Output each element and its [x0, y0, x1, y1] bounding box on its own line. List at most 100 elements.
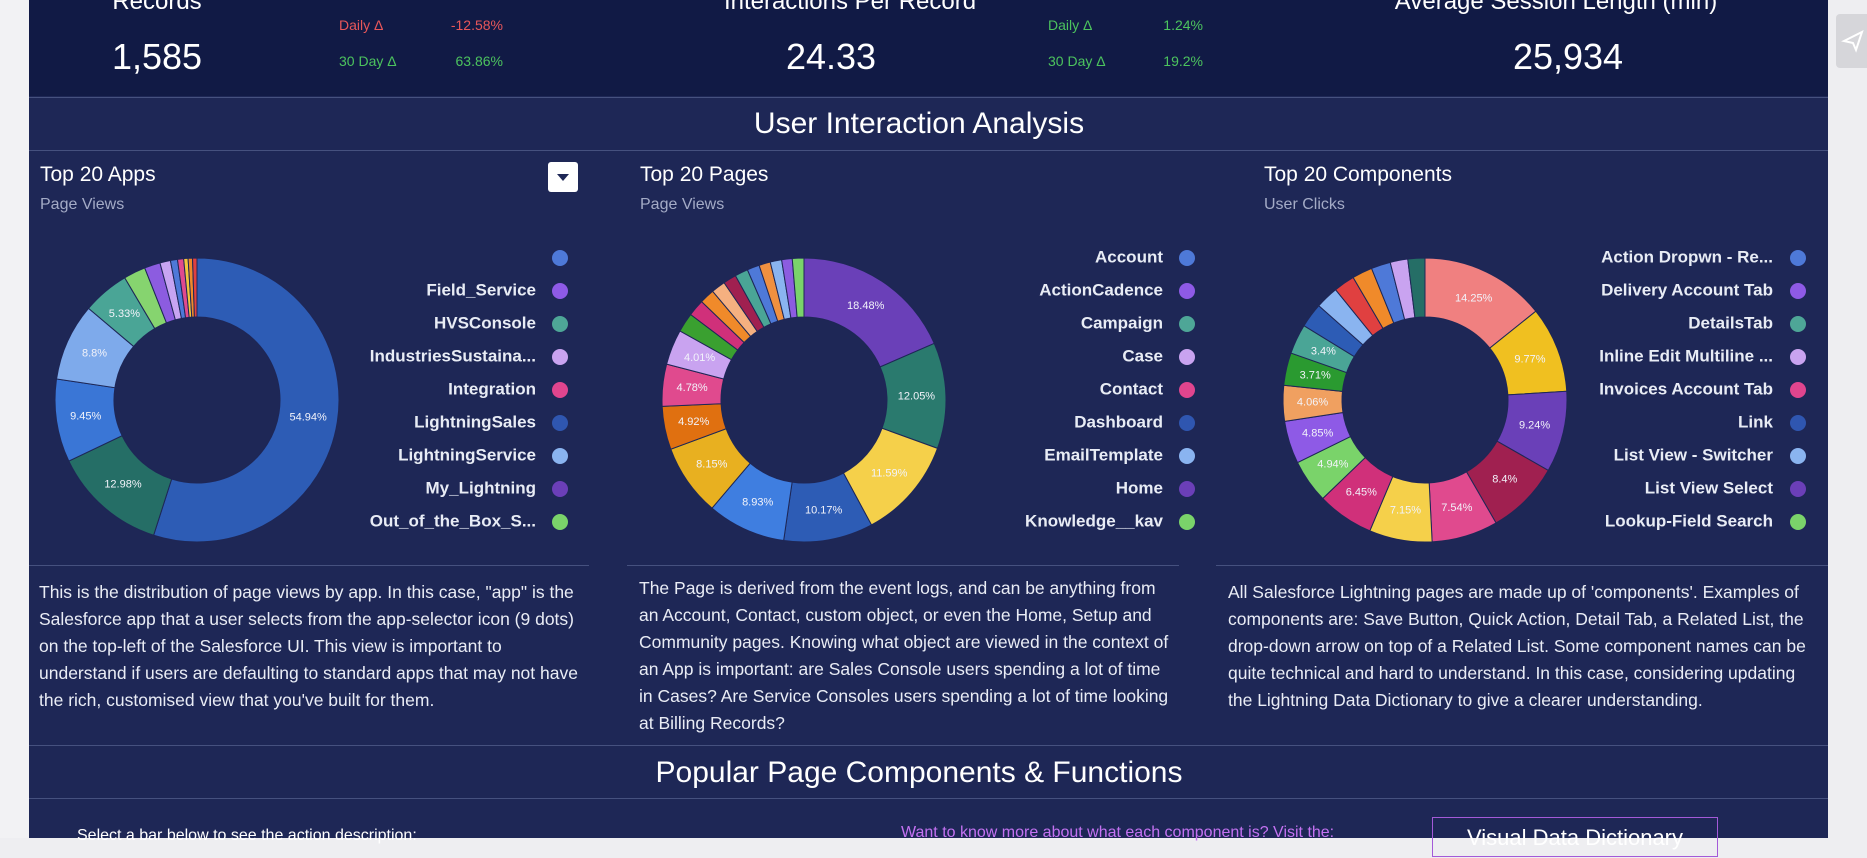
legend-label: Dashboard [1074, 412, 1163, 431]
slice-label: 8.4% [1492, 473, 1517, 485]
legend-label: Action Dropwn - Re... [1601, 247, 1773, 266]
divider [627, 565, 1179, 566]
legend-label: Account [1095, 247, 1163, 266]
legend-label: EmailTemplate [1044, 445, 1163, 464]
description: This is the distribution of page views b… [39, 582, 578, 710]
slice-label: 8.15% [696, 458, 727, 470]
slice-label: 4.92% [678, 416, 709, 428]
legend-label: IndustriesSustaina... [370, 346, 536, 365]
delta-label: 30 Day Δ [339, 53, 397, 69]
divider [29, 798, 1828, 799]
divider [1216, 565, 1828, 566]
donut-slice [791, 257, 805, 318]
delta-value: -12.58% [450, 17, 503, 33]
legend-dot [1790, 349, 1806, 365]
donut-slice [152, 257, 340, 543]
chart-subtitle: User Clicks [1264, 196, 1345, 213]
legend-label: HVSConsole [434, 313, 536, 332]
legend-dot [1179, 481, 1195, 497]
legend-label: Inline Edit Multiline ... [1599, 346, 1773, 365]
kpi-value: 24.33 [785, 36, 877, 77]
legend-label: Delivery Account Tab [1601, 280, 1773, 299]
legend-label: Home [1116, 478, 1163, 497]
slice-label: 8.93% [742, 496, 773, 508]
divider [29, 150, 1828, 151]
legend-label: Invoices Account Tab [1599, 379, 1773, 398]
slice-label: 6.45% [1346, 487, 1377, 499]
legend-label: Case [1122, 346, 1163, 365]
slice-label: 3.71% [1300, 369, 1331, 381]
delta-label: 30 Day Δ [1048, 53, 1106, 69]
legend-dot [552, 415, 568, 431]
legend-label: ActionCadence [1039, 280, 1163, 299]
legend-dot [1179, 283, 1195, 299]
slice-label: 18.48% [847, 300, 885, 312]
kpi-title: Average Session Length (min) [1394, 0, 1718, 15]
legend-label: List View - Switcher [1614, 445, 1774, 464]
description: All Salesforce Lightning pages are made … [1228, 582, 1806, 710]
legend-label: Field_Service [426, 280, 536, 299]
legend-label: Integration [448, 379, 536, 398]
left-margin [0, 0, 29, 838]
legend-dot [1790, 481, 1806, 497]
legend-dot [552, 250, 568, 266]
legend-dot [1790, 250, 1806, 266]
legend-dot [552, 316, 568, 332]
donut-slice [1407, 257, 1426, 319]
legend-dot [1179, 415, 1195, 431]
divider [29, 745, 1828, 746]
legend-label: Lookup-Field Search [1605, 511, 1773, 530]
slice-label: 4.01% [684, 352, 715, 364]
legend-label: Out_of_the_Box_S... [370, 511, 536, 530]
legend-dot [552, 448, 568, 464]
slice-label: 12.05% [898, 390, 936, 402]
footer-prompt: Select a bar below to see the action des… [77, 827, 417, 844]
legend-dot [1179, 316, 1195, 332]
kpi-value: 1,585 [111, 36, 203, 77]
slice-label: 14.25% [1455, 292, 1493, 304]
legend-dot [1790, 514, 1806, 530]
description: The Page is derived from the event logs,… [639, 578, 1169, 733]
share-button[interactable] [1836, 14, 1867, 68]
dropdown-button[interactable] [548, 162, 578, 192]
legend-dot [552, 349, 568, 365]
dropdown-icon [557, 174, 569, 181]
section-title: User Interaction Analysis [753, 107, 1085, 140]
legend-dot [1179, 349, 1195, 365]
delta-value: 63.86% [455, 53, 503, 69]
chart-title: Top 20 Apps [40, 163, 156, 186]
legend-dot [552, 481, 568, 497]
legend-label: LightningService [398, 445, 536, 464]
slice-label: 7.54% [1441, 502, 1472, 514]
donut-slice [192, 257, 198, 318]
legend-label: Campaign [1081, 313, 1163, 332]
legend-dot [552, 514, 568, 530]
slice-label: 9.24% [1519, 419, 1550, 431]
slice-label: 9.77% [1514, 353, 1545, 365]
slice-label: 4.85% [1302, 428, 1333, 440]
slice-label: 4.78% [677, 382, 708, 394]
divider [29, 97, 1828, 98]
legend-dot [1179, 382, 1195, 398]
legend-dot [1179, 448, 1195, 464]
chart-subtitle: Page Views [640, 196, 725, 213]
footer-link: Want to know more about what each compon… [901, 824, 1335, 841]
delta-value: 1.24% [1163, 17, 1203, 33]
kpi-band [29, 0, 1828, 96]
slice-label: 3.4% [1311, 346, 1336, 358]
legend-label: LightningSales [414, 412, 536, 431]
legend-dot [1790, 382, 1806, 398]
kpi-value: 25,934 [1512, 36, 1624, 77]
charts-row: 54.94% 12.98% 9.45% 8.8% 5.33% Field_Service H… [54, 247, 1806, 543]
legend-label: Link [1738, 412, 1773, 431]
kpi-title: Interactions Per Record [723, 0, 977, 15]
dictionary-button[interactable]: Visual Data Dictionary [1432, 817, 1718, 857]
slice-label: 54.94% [289, 411, 327, 423]
slice-label: 5.33% [109, 308, 140, 320]
legend-dot [1790, 316, 1806, 332]
slice-label: 7.15% [1390, 505, 1421, 517]
slice-label: 4.94% [1317, 458, 1348, 470]
delta-value: 19.2% [1163, 53, 1203, 69]
slice-label: 4.06% [1297, 397, 1328, 409]
